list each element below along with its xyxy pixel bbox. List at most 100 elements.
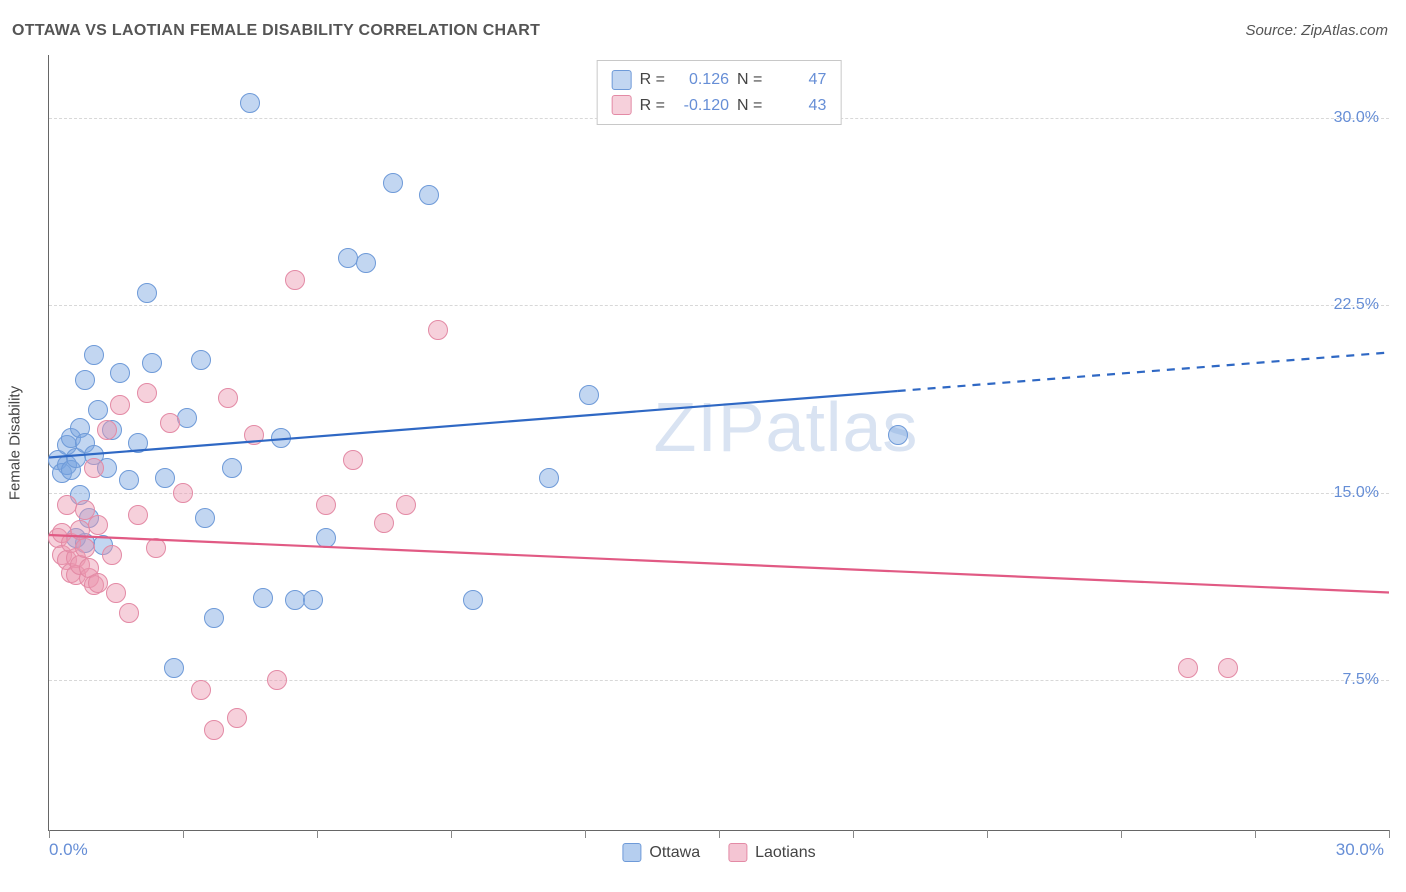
data-point [75,538,95,558]
data-point [142,353,162,373]
data-point [285,270,305,290]
data-point [106,583,126,603]
data-point [155,468,175,488]
x-tick [853,830,854,838]
data-point [160,413,180,433]
data-point [240,93,260,113]
r-label: R = [640,67,665,93]
trend-line [49,535,1389,593]
data-point [316,495,336,515]
data-point [396,495,416,515]
data-point [137,383,157,403]
data-point [343,450,363,470]
data-point [463,590,483,610]
legend-label: Ottawa [649,844,700,862]
data-point [84,345,104,365]
gridline [49,680,1389,681]
legend-swatch [728,843,747,862]
x-tick [1389,830,1390,838]
data-point [1218,658,1238,678]
x-tick [1255,830,1256,838]
series-legend: Ottawa Laotians [622,843,815,862]
n-label: N = [737,67,762,93]
data-point [128,505,148,525]
legend-item: Laotians [728,843,816,862]
data-point [1178,658,1198,678]
data-point [888,425,908,445]
y-tick-label: 22.5% [1334,296,1379,314]
correlation-legend-row: R = -0.120 N = 43 [612,93,827,119]
n-label: N = [737,93,762,119]
data-point [428,320,448,340]
data-point [191,350,211,370]
data-point [383,173,403,193]
x-axis-min-label: 0.0% [49,840,88,860]
data-point [84,458,104,478]
data-point [191,680,211,700]
data-point [204,608,224,628]
n-value: 43 [770,93,826,119]
data-point [579,385,599,405]
data-point [204,720,224,740]
chart-container: OTTAWA VS LAOTIAN FEMALE DISABILITY CORR… [0,0,1406,892]
x-tick [451,830,452,838]
data-point [173,483,193,503]
x-tick [987,830,988,838]
data-point [75,370,95,390]
gridline [49,493,1389,494]
data-point [253,588,273,608]
data-point [218,388,238,408]
data-point [137,283,157,303]
data-point [539,468,559,488]
data-point [88,400,108,420]
r-value: 0.126 [673,67,729,93]
data-point [57,495,77,515]
data-point [97,420,117,440]
legend-item: Ottawa [622,843,700,862]
correlation-legend-box: R = 0.126 N = 47 R = -0.120 N = 43 [597,60,842,125]
n-value: 47 [770,67,826,93]
correlation-legend-row: R = 0.126 N = 47 [612,67,827,93]
data-point [110,395,130,415]
x-tick [183,830,184,838]
y-tick-label: 7.5% [1343,671,1379,689]
y-axis-label: Female Disability [7,385,24,499]
data-point [419,185,439,205]
x-axis-max-label: 30.0% [1336,840,1384,860]
data-point [119,603,139,623]
data-point [102,545,122,565]
x-tick [1121,830,1122,838]
gridline [49,305,1389,306]
data-point [244,425,264,445]
data-point [146,538,166,558]
data-point [88,573,108,593]
data-point [222,458,242,478]
data-point [356,253,376,273]
data-point [110,363,130,383]
y-tick-label: 30.0% [1334,109,1379,127]
data-point [88,515,108,535]
legend-label: Laotians [755,844,816,862]
data-point [374,513,394,533]
legend-swatch [622,843,641,862]
legend-swatch [612,95,632,115]
r-value: -0.120 [673,93,729,119]
legend-swatch [612,70,632,90]
chart-title: OTTAWA VS LAOTIAN FEMALE DISABILITY CORR… [12,22,540,40]
data-point [267,670,287,690]
x-tick [719,830,720,838]
data-point [271,428,291,448]
data-point [119,470,139,490]
data-point [177,408,197,428]
x-tick [585,830,586,838]
data-point [195,508,215,528]
trend-line-extrapolated [898,353,1389,392]
source-label: Source: ZipAtlas.com [1245,22,1388,39]
data-point [303,590,323,610]
r-label: R = [640,93,665,119]
x-tick [49,830,50,838]
x-tick [317,830,318,838]
data-point [338,248,358,268]
data-point [316,528,336,548]
y-tick-label: 15.0% [1334,484,1379,502]
